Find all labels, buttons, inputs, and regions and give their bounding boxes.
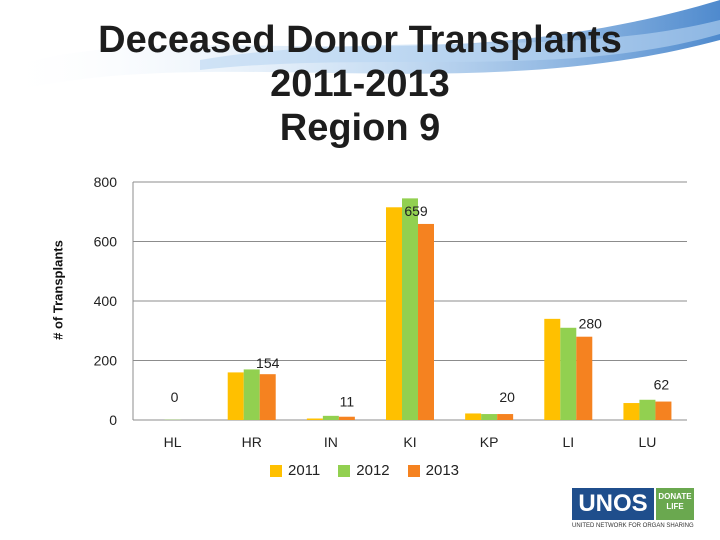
logo-donate-life: DONATE LIFE (656, 488, 694, 520)
y-tick-label: 200 (94, 353, 118, 369)
x-tick-label: IN (324, 434, 338, 450)
bar-lu-2013 (655, 401, 672, 420)
chart-legend: 2011 2012 2013 (270, 462, 459, 479)
header-swirl-decoration (0, 0, 720, 95)
bar-kp-2011 (465, 413, 482, 420)
title-line-1: Deceased Donor Transplants (98, 19, 622, 61)
legend-item-2012: 2012 (338, 462, 390, 479)
bar-kp-2013 (497, 414, 514, 420)
bar-lu-2012 (639, 399, 656, 420)
data-label-lu: 62 (654, 377, 670, 393)
legend-label-2013: 2013 (425, 462, 460, 479)
unos-logo: UNOS DONATE LIFE UNITED NETWORK FOR ORGA… (572, 488, 700, 532)
bar-ki-2012 (402, 198, 418, 420)
y-axis-label: # of Transplants (50, 240, 66, 340)
page-title: Deceased Donor Transplants 2011-2013 Reg… (0, 18, 720, 150)
x-tick-label: HL (164, 434, 182, 450)
bar-chart: 0 200 400 600 800 HL HR IN KI KP LI LU 0 154 11 659 20 28… (94, 174, 687, 450)
bar-li-2011 (544, 318, 561, 420)
y-tick-label: 600 (94, 234, 118, 250)
data-label-ki: 659 (404, 203, 428, 219)
bar-lu-2011 (623, 403, 640, 420)
x-tick-label: LU (638, 434, 656, 450)
x-tick-label: HR (242, 434, 262, 450)
x-tick-label: KI (403, 434, 416, 450)
bar-in-2013 (338, 416, 355, 420)
bar-hr-2013 (259, 374, 276, 420)
y-tick-label: 0 (109, 412, 117, 428)
data-label-hr: 154 (256, 355, 280, 371)
bar-li-2013 (576, 336, 593, 420)
legend-item-2013: 2013 (407, 462, 460, 479)
x-tick-label: KP (480, 434, 499, 450)
y-tick-label: 800 (94, 174, 118, 190)
x-tick-label: LI (562, 434, 574, 450)
bar-in-2011 (306, 418, 323, 420)
data-label-li: 280 (579, 316, 603, 332)
bar-kp-2012 (481, 414, 498, 420)
legend-label-2012: 2012 (356, 462, 390, 479)
bar-ki-2013 (418, 223, 434, 420)
legend-swatch-2012 (338, 464, 351, 477)
data-label-in: 11 (340, 394, 355, 410)
logo-wordmark: UNOS (572, 488, 654, 520)
y-tick-label: 400 (94, 293, 118, 309)
legend-label-2011: 2011 (288, 462, 321, 479)
legend-item-2011: 2011 (270, 462, 320, 479)
bar-in-2012 (322, 415, 339, 420)
data-label-hl: 0 (171, 389, 179, 405)
logo-subtitle: UNITED NETWORK FOR ORGAN SHARING (572, 523, 694, 529)
title-line-3: Region 9 (279, 107, 441, 149)
legend-swatch-2011 (270, 464, 282, 477)
bar-hr-2012 (243, 369, 260, 420)
bar-ki-2011 (386, 207, 402, 420)
data-label-kp: 20 (499, 389, 515, 405)
legend-swatch-2013 (407, 464, 420, 477)
bar-hr-2011 (227, 372, 244, 420)
title-line-2: 2011-2013 (270, 63, 450, 105)
bar-li-2012 (560, 327, 577, 420)
